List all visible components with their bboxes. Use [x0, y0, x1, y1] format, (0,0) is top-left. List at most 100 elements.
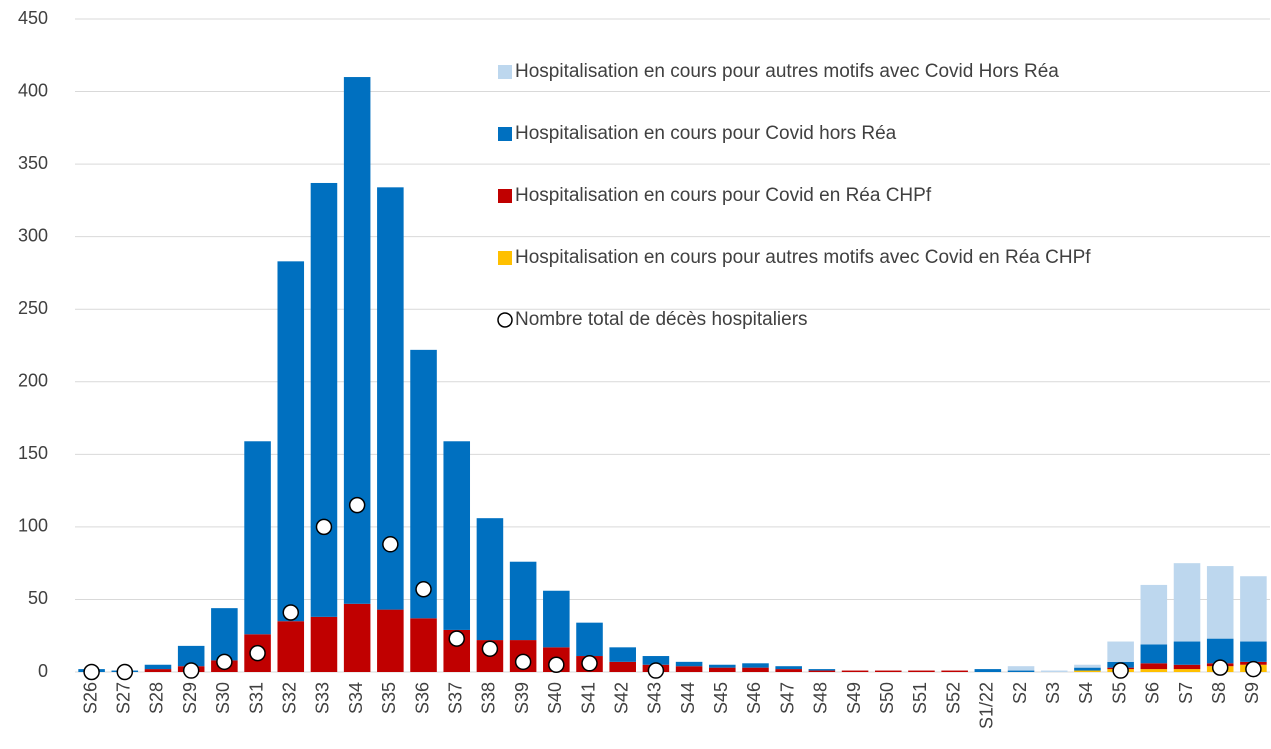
legend-swatch — [498, 65, 512, 79]
death-marker — [514, 653, 532, 671]
bar — [144, 664, 172, 670]
x-tick-label: S30 — [213, 682, 233, 714]
bar — [343, 77, 371, 604]
bar — [476, 518, 504, 641]
bar — [1140, 669, 1168, 672]
bar — [974, 669, 1002, 672]
bar — [1206, 638, 1234, 664]
bar — [775, 669, 802, 672]
bar — [211, 608, 238, 661]
bar — [1140, 644, 1168, 664]
bar — [775, 666, 802, 670]
death-marker — [1245, 660, 1262, 678]
x-tick-label: S32 — [280, 682, 300, 714]
legend-label: Hospitalisation en cours pour autres mot… — [515, 247, 1091, 268]
bar — [177, 645, 205, 667]
bar — [908, 670, 935, 672]
death-marker — [249, 644, 266, 662]
x-tick-label: S47 — [777, 682, 797, 714]
x-tick-label: S28 — [147, 682, 167, 714]
y-tick-label: 100 — [18, 516, 48, 536]
x-tick-label: S48 — [811, 682, 831, 714]
bar — [1040, 670, 1068, 672]
x-tick-label: S31 — [246, 682, 266, 714]
death-marker — [182, 662, 200, 679]
bar — [1140, 584, 1168, 645]
bar — [576, 622, 603, 657]
x-tick-label: S49 — [844, 682, 864, 714]
legend-marker — [497, 312, 513, 328]
bar — [1206, 566, 1234, 639]
y-tick-label: 350 — [18, 153, 48, 173]
bar — [1140, 663, 1168, 670]
death-marker — [282, 604, 300, 621]
y-tick-label: 450 — [18, 8, 48, 28]
bar — [1173, 641, 1201, 665]
death-marker — [415, 581, 432, 598]
y-tick-label: 250 — [18, 298, 48, 318]
bar — [941, 670, 968, 672]
legend-label: Nombre total de décès hospitaliers — [515, 309, 808, 330]
x-tick-label: S45 — [711, 682, 731, 714]
death-marker — [581, 655, 598, 672]
death-marker — [315, 518, 333, 536]
x-tick-label: S41 — [578, 682, 598, 714]
death-marker — [83, 663, 100, 681]
bar — [808, 670, 836, 672]
bar — [709, 667, 736, 672]
x-tick-label: S4 — [1076, 682, 1096, 704]
death-marker — [548, 656, 565, 673]
legend-label: Hospitalisation en cours pour autres mot… — [515, 61, 1059, 82]
x-tick-label: S33 — [313, 682, 333, 714]
bar — [1173, 669, 1201, 672]
bar — [244, 441, 271, 635]
x-tick-label: S43 — [645, 682, 665, 714]
x-tick-label: S27 — [114, 682, 134, 714]
bar — [343, 603, 371, 672]
bar — [1074, 664, 1101, 668]
bar — [675, 666, 703, 672]
death-marker — [448, 630, 465, 647]
x-tick-label: S9 — [1242, 682, 1262, 704]
bar — [742, 667, 769, 672]
bar — [277, 261, 305, 622]
bar — [609, 647, 636, 662]
y-tick-label: 0 — [38, 661, 48, 681]
bar — [1173, 563, 1201, 642]
x-tick-label: S1/22 — [977, 682, 997, 729]
death-marker — [1211, 659, 1229, 676]
x-tick-label: S42 — [611, 682, 631, 714]
bar — [709, 664, 736, 668]
y-tick-label: 300 — [18, 225, 48, 245]
bar — [377, 609, 404, 672]
bar — [609, 661, 636, 672]
legend-label: Hospitalisation en cours pour Covid en R… — [515, 185, 932, 206]
bar — [410, 349, 437, 619]
bar — [808, 669, 836, 671]
death-marker — [116, 663, 134, 681]
x-tick-label: S2 — [1010, 682, 1030, 704]
x-tick-label: S35 — [379, 682, 399, 714]
x-tick-label: S26 — [80, 682, 100, 714]
death-marker — [481, 640, 499, 658]
bar — [841, 670, 869, 672]
x-tick-label: S51 — [910, 682, 930, 714]
bar — [1173, 664, 1201, 670]
bar — [1074, 670, 1101, 672]
y-tick-label: 200 — [18, 371, 48, 391]
bar — [1240, 576, 1267, 642]
x-tick-label: S7 — [1176, 682, 1196, 704]
bar — [310, 182, 338, 617]
x-tick-label: S8 — [1209, 682, 1229, 704]
x-tick-label: S46 — [744, 682, 764, 714]
bar — [642, 656, 670, 665]
x-tick-label: S37 — [445, 682, 465, 714]
legend-swatch — [498, 127, 512, 141]
x-tick-label: S40 — [545, 682, 565, 714]
bar — [1007, 666, 1035, 671]
x-tick-label: S38 — [479, 682, 499, 714]
bar — [1107, 641, 1134, 662]
x-tick-label: S39 — [512, 682, 532, 714]
x-tick-label: S29 — [180, 682, 200, 714]
